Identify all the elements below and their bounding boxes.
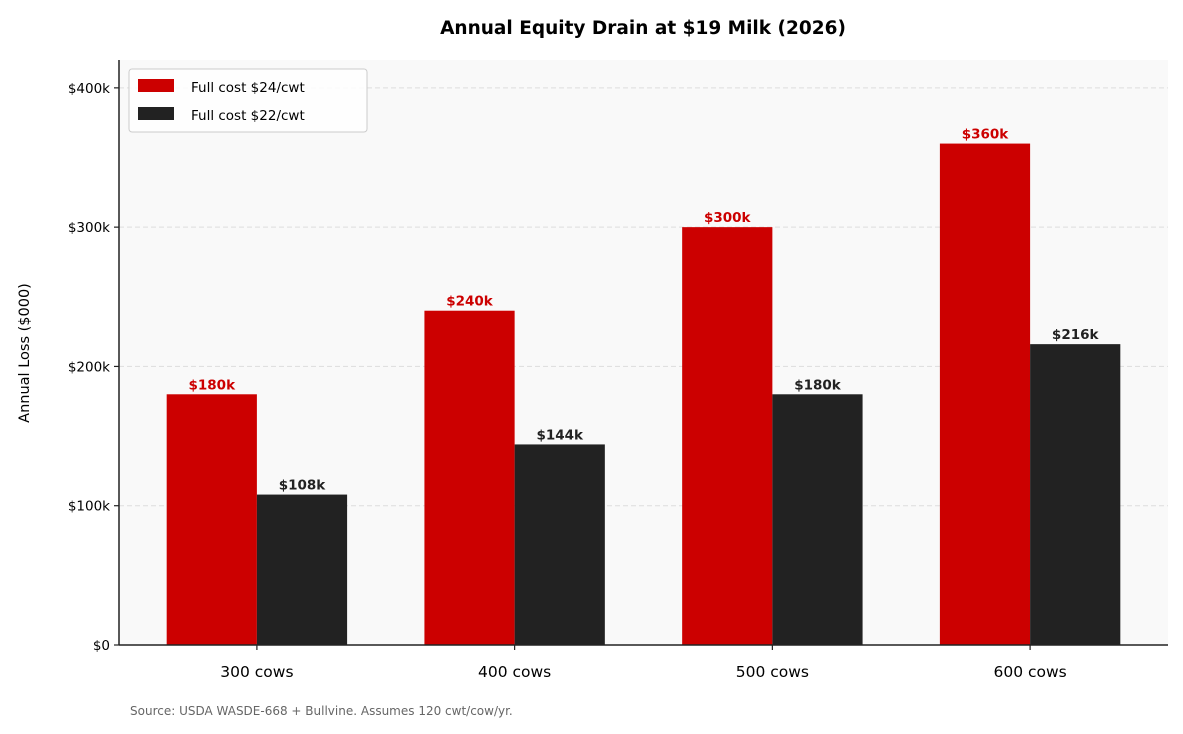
bar-value-label: $300k: [704, 210, 752, 226]
x-axis-ticks: 300 cows 400 cows 500 cows 600 cows: [220, 645, 1067, 681]
bar-value-label: $108k: [279, 478, 327, 494]
bar-series-2-2: [772, 394, 863, 645]
legend-frame: [128, 68, 368, 133]
bar-series-2-3: [1030, 344, 1121, 645]
y-axis-label: Annual Loss ($000): [17, 283, 33, 423]
bar-series-1-2: [682, 227, 773, 645]
y-tick-label: $400k: [68, 81, 110, 97]
source-note: Source: USDA WASDE-668 + Bullvine. Assum…: [130, 704, 513, 718]
bar-labels: $180k $240k $300k $360k $108k $144k $180k $216k: [189, 127, 1100, 494]
x-tick-label: 600 cows: [993, 663, 1066, 681]
bars: [166, 143, 1121, 646]
bar-value-label: $216k: [1052, 327, 1100, 343]
x-tick-label: 300 cows: [220, 663, 293, 681]
legend-swatch-series-2: [138, 107, 174, 120]
x-tick-label: 500 cows: [736, 663, 809, 681]
bar-series-1-1: [424, 310, 515, 645]
y-tick-label: $0: [93, 638, 110, 654]
bar-series-1-3: [939, 143, 1031, 646]
bar-value-label: $360k: [962, 127, 1010, 143]
bar-value-label: $180k: [794, 377, 842, 393]
bar-series-1-0: [166, 394, 257, 645]
bar-value-label: $144k: [536, 427, 584, 443]
axes: [118, 60, 1168, 646]
y-axis-ticks: $0 $100k $200k $300k $400k: [68, 81, 119, 654]
legend: Full cost $24/cwt Full cost $22/cwt: [128, 68, 368, 133]
bar-series-2-0: [256, 494, 348, 645]
chart-title: Annual Equity Drain at $19 Milk (2026): [440, 18, 846, 39]
legend-label-series-1: Full cost $24/cwt: [191, 80, 305, 96]
y-tick-label: $300k: [68, 220, 110, 236]
legend-swatch-series-1: [138, 79, 174, 92]
y-tick-label: $200k: [68, 359, 110, 375]
bar-series-2-1: [514, 444, 605, 645]
x-tick-label: 400 cows: [478, 663, 551, 681]
bar-value-label: $180k: [189, 377, 237, 393]
bar-value-label: $240k: [446, 294, 494, 310]
legend-label-series-2: Full cost $22/cwt: [191, 108, 305, 124]
y-tick-label: $100k: [68, 499, 110, 515]
